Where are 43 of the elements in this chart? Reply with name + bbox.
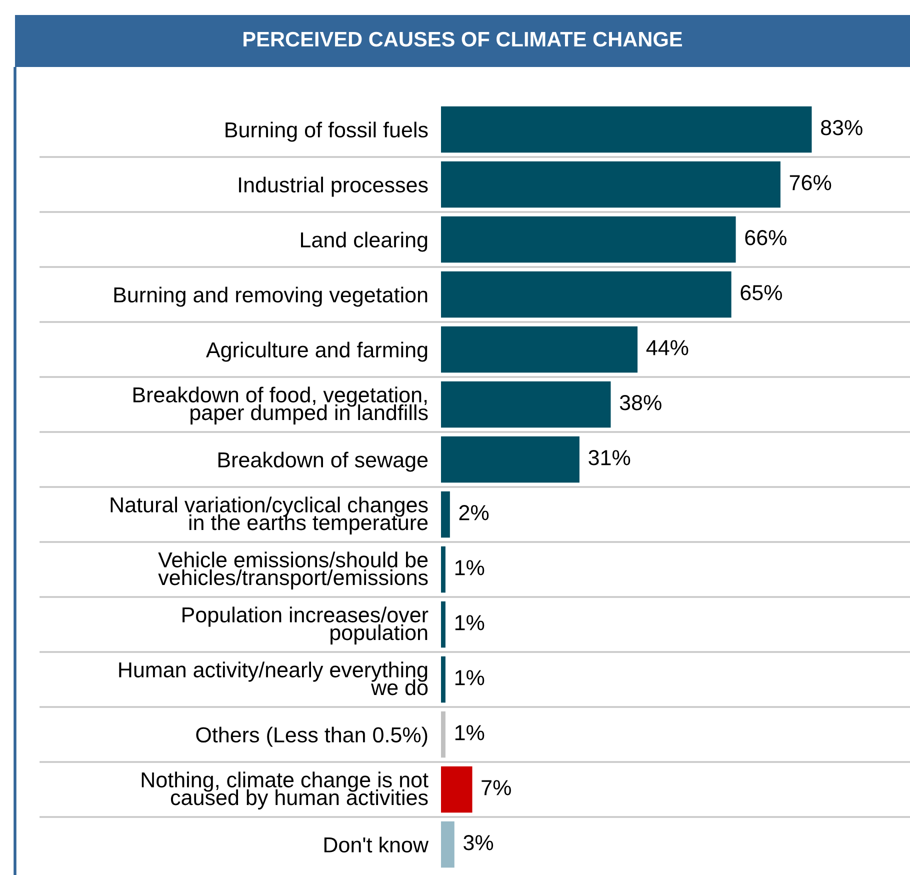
y-tick-label: Burning and removing vegetation: [114, 286, 428, 307]
chart-title: PERCEIVED CAUSES OF CLIMATE CHANGE: [244, 32, 682, 47]
bar: [441, 601, 446, 648]
y-tick-label: Others (Less than 0.5%): [196, 726, 428, 747]
data-label: 1%: [455, 670, 484, 686]
y-tick-label: Agriculture and farming: [206, 342, 428, 362]
bar: [441, 491, 450, 538]
data-label: 2%: [459, 505, 489, 520]
data-label: 44%: [646, 340, 688, 356]
y-tick-label: Breakdown of food, vegetation, paper dumped in landfills: [133, 386, 428, 424]
bar: [441, 656, 446, 703]
data-label: 3%: [464, 835, 494, 850]
bar: [441, 381, 611, 428]
y-tick-label: Natural variation/cyclical changes in the earths temperature: [110, 496, 428, 534]
y-tick-label: Population increases/over population: [182, 606, 428, 644]
y-tick-label: Land clearing: [301, 232, 428, 252]
y-tick-label: Vehicle emissions/should be vehicles/transport/emissions: [158, 552, 428, 590]
data-label: 76%: [790, 175, 832, 190]
bar: [441, 271, 732, 318]
bar: [441, 766, 472, 813]
data-label: 7%: [482, 780, 511, 796]
y-tick-label: Burning of fossil fuels: [226, 122, 428, 142]
data-label: 31%: [588, 450, 630, 466]
bar: [441, 216, 736, 263]
y-tick-label: Breakdown of sewage: [218, 452, 428, 472]
y-tick-label: Human activity/nearly everything we do: [119, 662, 428, 696]
y-tick-label: Don't know: [324, 836, 429, 853]
bar: [441, 436, 580, 483]
bar: [441, 326, 638, 373]
data-label: 1%: [455, 725, 484, 740]
data-label: 83%: [821, 120, 862, 136]
bar: [441, 161, 780, 208]
data-label: 1%: [455, 615, 484, 630]
data-label: 1%: [455, 560, 484, 576]
data-label: 66%: [745, 230, 786, 246]
y-tick-label: Industrial processes: [239, 176, 428, 197]
bar: [441, 546, 446, 593]
bar: [441, 821, 454, 868]
bar: [441, 106, 812, 153]
y-tick-label: Nothing, climate change is not caused by human activities: [142, 772, 428, 810]
bar: [441, 711, 446, 758]
data-label: 38%: [620, 395, 662, 410]
data-label: 65%: [740, 285, 782, 300]
